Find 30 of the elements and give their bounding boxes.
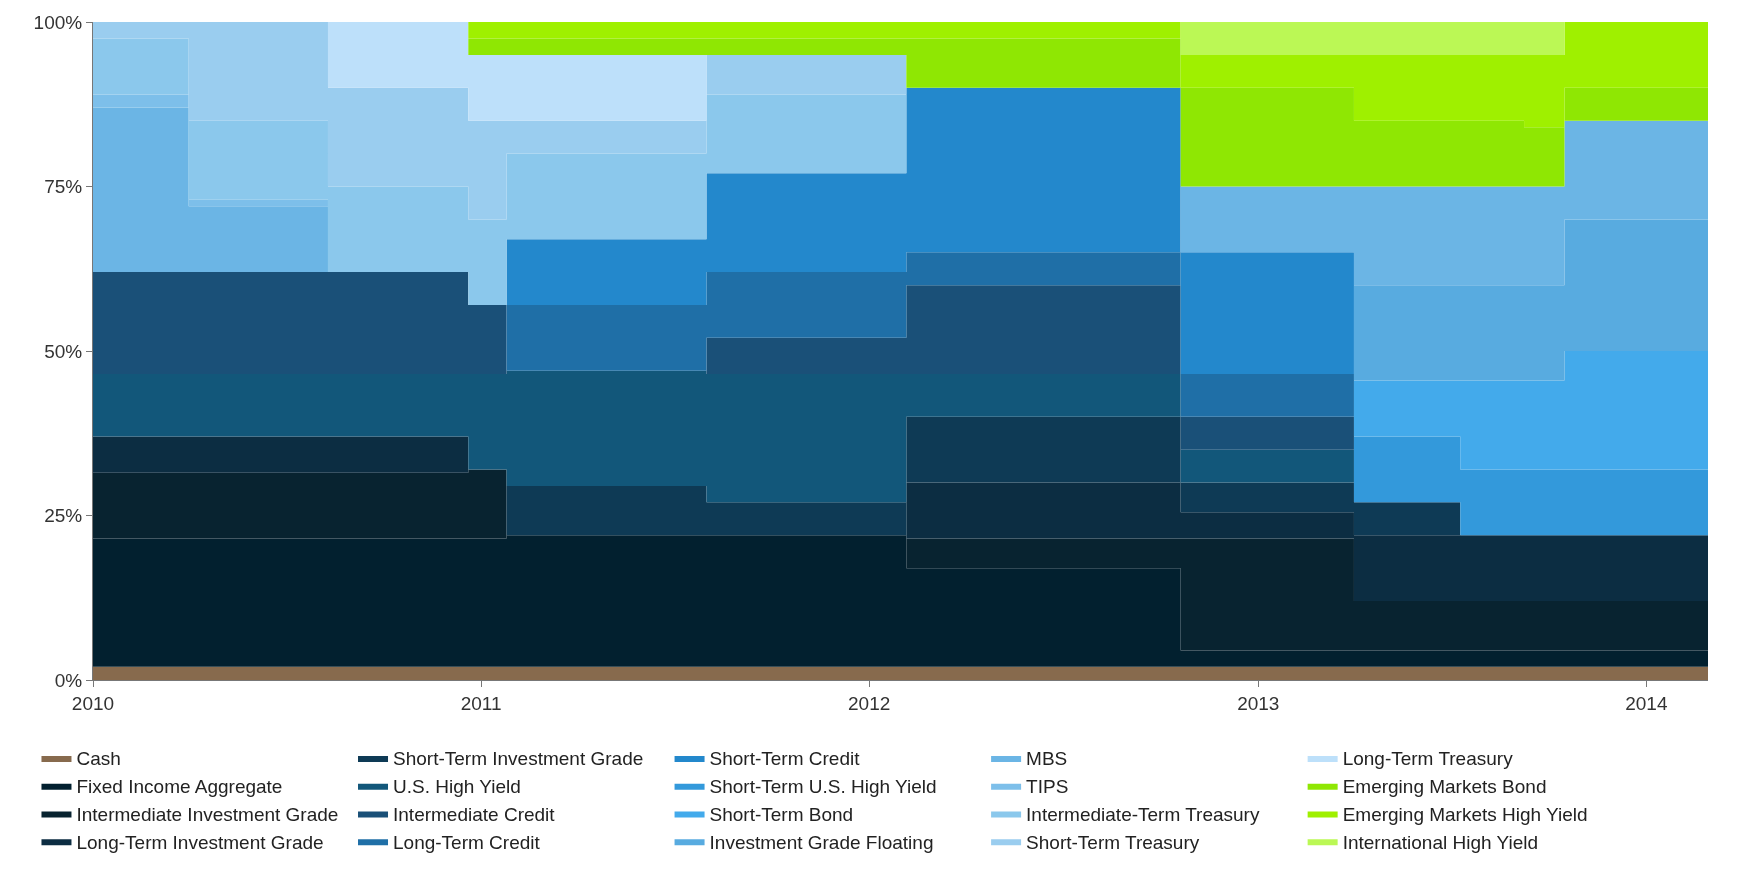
legend-label: U.S. High Yield [393, 776, 521, 798]
legend-label: International High Yield [1342, 831, 1539, 853]
legend-label: TIPS [1026, 776, 1069, 798]
y-tick-label: 50% [44, 340, 83, 362]
legend-label: Intermediate Credit [393, 803, 556, 825]
y-tick-label: 75% [44, 176, 83, 198]
y-tick-label: 100% [33, 11, 83, 33]
legend-label: Emerging Markets Bond [1342, 776, 1547, 798]
legend-label: Short-Term Credit [709, 748, 861, 770]
legend-label: Long-Term Investment Grade [76, 831, 324, 853]
x-tick-label: 2013 [1237, 692, 1280, 714]
legend-label: Short-Term Investment Grade [393, 748, 644, 770]
legend-label: Short-Term U.S. High Yield [709, 776, 937, 798]
x-tick-label: 2011 [460, 692, 502, 714]
legend-label: Long-Term Treasury [1342, 748, 1514, 770]
legend-label: Long-Term Credit [393, 831, 541, 853]
x-tick-label: 2014 [1625, 692, 1668, 714]
legend-label: Investment Grade Floating [709, 831, 934, 853]
x-tick-label: 2010 [71, 692, 115, 714]
legend-label: Intermediate-Term Treasury [1026, 803, 1260, 825]
x-tick-label: 2012 [848, 692, 891, 714]
legend-label: Emerging Markets High Yield [1342, 803, 1588, 825]
legend-label: Short-Term Bond [709, 803, 854, 825]
y-tick-label: 0% [54, 669, 83, 691]
legend-label: MBS [1026, 748, 1068, 770]
legend-label: Cash [76, 748, 121, 770]
legend-label: Intermediate Investment Grade [76, 803, 339, 825]
legend-label: Fixed Income Aggregate [76, 776, 283, 798]
legend-label: Short-Term Treasury [1026, 831, 1200, 853]
y-tick-label: 25% [44, 505, 83, 527]
